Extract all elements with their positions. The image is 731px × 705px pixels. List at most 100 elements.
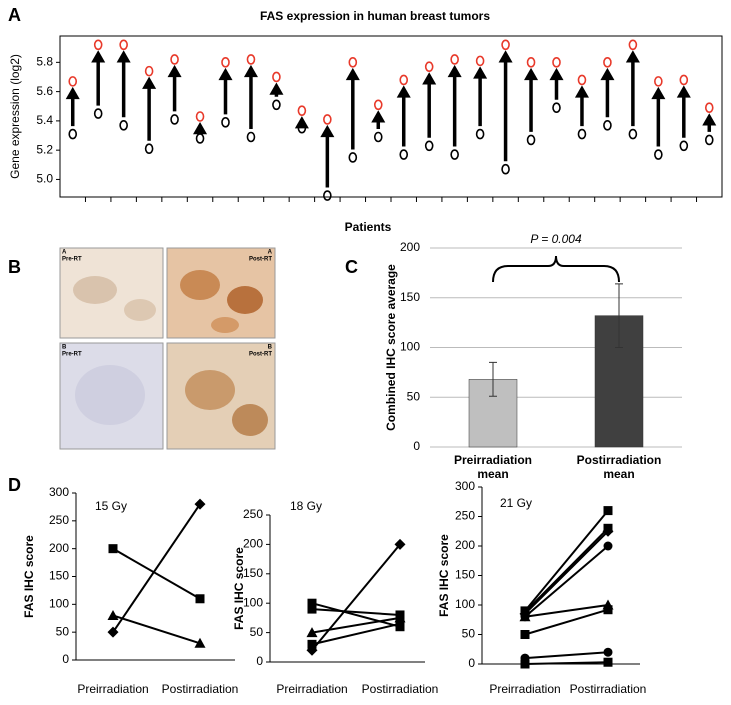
x-tick-label: Postirradiation	[162, 682, 239, 696]
pre-point	[323, 190, 332, 201]
pre-point	[399, 149, 409, 160]
y-tick-label: 100	[455, 597, 475, 611]
y-tick-label: 200	[49, 541, 69, 555]
x-tick-label: Preirradiation	[276, 682, 347, 696]
post-point	[297, 105, 307, 116]
y-tick-label: 0	[468, 656, 475, 670]
marker	[603, 506, 613, 516]
image-letter: A	[62, 250, 67, 256]
post-point	[475, 55, 485, 67]
series-line	[311, 602, 401, 628]
y-tick-label: 100	[243, 595, 263, 609]
change-arrow	[243, 64, 258, 129]
pre-point	[93, 108, 103, 119]
series-line	[112, 503, 201, 633]
pre-point	[475, 128, 485, 140]
marker	[306, 627, 318, 638]
post-point	[654, 76, 663, 87]
post-point	[450, 54, 459, 65]
marker	[520, 659, 530, 669]
change-arrow	[574, 85, 589, 127]
pre-point	[577, 128, 587, 140]
annotation: P = 0.004	[530, 232, 582, 246]
marker	[307, 639, 317, 649]
y-tick-label: 50	[56, 624, 70, 638]
y-tick-label: 300	[455, 479, 475, 493]
change-arrow	[65, 86, 80, 127]
pre-point	[450, 149, 459, 160]
y-axis-label: Gene expression (log2)	[8, 54, 22, 179]
marker	[394, 538, 406, 550]
y-tick-label: 300	[49, 485, 69, 499]
y-tick-label: 250	[243, 507, 263, 521]
marker	[602, 525, 614, 537]
pre-point	[272, 99, 281, 111]
post-point	[577, 74, 587, 86]
y-tick-label: 150	[243, 566, 263, 580]
x-tick-label: Preirradiation	[77, 682, 148, 696]
change-arrow	[269, 82, 284, 97]
post-point	[170, 54, 179, 65]
series-line	[524, 661, 609, 665]
marker	[395, 619, 405, 629]
change-arrow	[116, 50, 131, 118]
y-tick-label: 5.6	[36, 84, 53, 98]
series-line	[311, 622, 401, 646]
post-point	[93, 39, 103, 51]
y-tick-label: 5.0	[36, 172, 53, 186]
post-point	[348, 57, 358, 68]
image-label: Pre-RT	[62, 352, 82, 358]
post-point	[526, 57, 536, 68]
y-tick-label: 5.2	[36, 142, 53, 156]
texture	[232, 404, 268, 436]
marker	[306, 644, 318, 656]
y-tick-label: 50	[407, 389, 421, 403]
post-point	[399, 74, 409, 86]
pre-point	[603, 119, 612, 131]
pre-point	[628, 128, 638, 140]
y-axis-label: FAS IHC score	[22, 535, 36, 618]
pre-point	[348, 152, 358, 163]
marker	[195, 594, 205, 604]
y-tick-label: 5.4	[36, 113, 53, 127]
pre-point	[373, 131, 383, 143]
change-arrow	[218, 67, 233, 115]
image-letter: A	[268, 250, 273, 256]
x-tick-label: Preirradiation	[489, 682, 560, 696]
pre-point	[170, 114, 179, 125]
y-tick-label: 150	[455, 568, 475, 582]
post-point	[424, 61, 434, 73]
panel-title: 21 Gy	[500, 496, 532, 510]
image-label: Post-RT	[249, 257, 272, 263]
change-arrow	[345, 67, 360, 150]
significance-bracket	[492, 255, 620, 283]
post-point	[628, 39, 638, 51]
texture	[73, 276, 117, 304]
change-arrow	[396, 85, 411, 147]
post-point	[679, 74, 689, 86]
marker	[307, 598, 317, 608]
pre-point	[679, 140, 689, 152]
post-point	[68, 76, 78, 87]
series-line	[524, 527, 609, 613]
series-line	[524, 545, 609, 618]
pre-point	[424, 140, 434, 152]
panel-letter: C	[345, 257, 358, 277]
post-point	[323, 114, 332, 125]
y-tick-label: 150	[49, 569, 69, 583]
y-tick-label: 200	[455, 538, 475, 552]
y-tick-label: 250	[455, 509, 475, 523]
plot-frame	[59, 35, 723, 198]
error-bar	[489, 361, 497, 397]
panel-letter: B	[8, 257, 21, 277]
marker	[603, 657, 613, 667]
marker	[519, 611, 531, 622]
y-axis-label: FAS IHC score	[232, 547, 246, 630]
post-point	[246, 54, 256, 65]
post-point	[119, 39, 128, 51]
post-point	[195, 111, 205, 122]
series-line	[524, 604, 609, 618]
post-point	[552, 57, 561, 68]
marker	[603, 605, 613, 615]
